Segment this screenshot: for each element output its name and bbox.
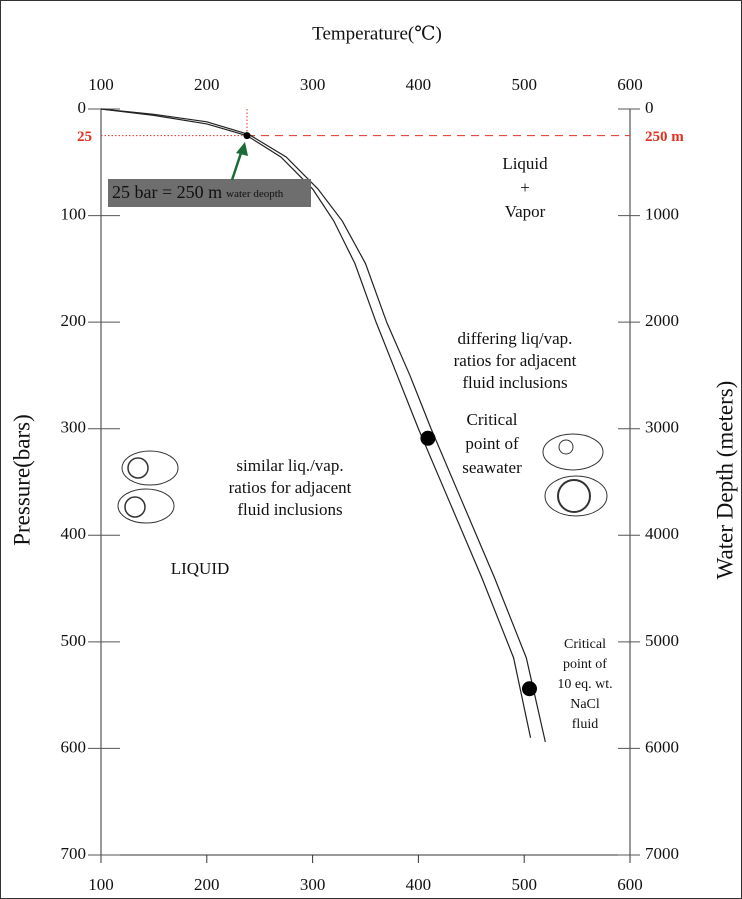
x-tick-label-top: 300 [300, 75, 326, 94]
annotation: LIQUID [171, 559, 230, 578]
y-axis-label: Pressure(bars) [9, 414, 34, 546]
critical-point [420, 431, 435, 446]
inclusion [543, 434, 603, 470]
annotation: point of [563, 657, 607, 672]
y2-tick-label: 1000 [645, 204, 679, 223]
x-tick-label-top: 100 [88, 75, 114, 94]
annotation: differing liq/vap. [458, 329, 573, 348]
y2-tick-label: 2000 [645, 311, 679, 330]
y2-tick-label: 3000 [645, 418, 679, 437]
callout-arrowhead [236, 142, 248, 156]
annotation: point of [465, 434, 519, 453]
y2-tick-label: 5000 [645, 631, 679, 650]
x-tick-label: 300 [300, 875, 326, 894]
y2-tick-label: 4000 [645, 524, 679, 543]
x-tick-label: 400 [406, 875, 432, 894]
inclusion [545, 476, 607, 516]
y2-tick-label: 7000 [645, 844, 679, 863]
annotation: Critical [467, 410, 518, 429]
x-tick-label-top: 500 [511, 75, 537, 94]
callout-arrow [232, 150, 242, 180]
callout-sub: water deopth [226, 188, 284, 200]
y2-tick-label: 6000 [645, 737, 679, 756]
y-tick-label: 500 [61, 631, 87, 650]
bubble [558, 480, 590, 512]
y-tick-label: 300 [61, 418, 87, 437]
x-tick-label-top: 200 [194, 75, 220, 94]
x-tick-label-top: 600 [617, 75, 643, 94]
y2-axis-label: Water Depth (meters) [712, 381, 737, 580]
y2-tick-label: 0 [645, 98, 654, 117]
reference-label: 25 [77, 129, 92, 145]
annotation: fluid [572, 717, 598, 732]
x-tick-label: 100 [88, 875, 114, 894]
critical-point [522, 681, 537, 696]
annotation: fluid inclusions [462, 373, 567, 392]
annotation: NaCl [570, 697, 600, 712]
reference-label: 250 m [645, 129, 684, 145]
annotation: Liquid [502, 154, 548, 173]
annotation: similar liq./vap. [236, 456, 343, 475]
bubble [125, 497, 145, 517]
y-tick-label: 200 [61, 311, 87, 330]
page: {"chart_data": { "type": "line", "xlabel… [0, 0, 742, 899]
annotation: ratios for adjacent [229, 478, 352, 497]
annotation: Vapor [505, 202, 546, 221]
annotation: ratios for adjacent [454, 351, 577, 370]
y-tick-label: 600 [61, 737, 87, 756]
y-tick-label: 700 [61, 844, 87, 863]
inclusion-sketches [118, 434, 607, 523]
x-tick-label: 600 [617, 875, 643, 894]
callout-main: 25 bar = 250 m [112, 182, 222, 202]
annotation: Critical [564, 637, 606, 652]
bubble [128, 458, 148, 478]
x-tick-label: 500 [511, 875, 537, 894]
y-tick-label: 100 [61, 204, 87, 223]
x-tick-label-top: 400 [406, 75, 432, 94]
x-tick-label: 200 [194, 875, 220, 894]
annotation: 10 eq. wt. [557, 677, 612, 692]
annotation: seawater [462, 458, 522, 477]
chart: Temperature(℃) Pressure(bars) Water Dept… [0, 0, 742, 899]
x-axis-label: Temperature(℃) [312, 23, 442, 44]
inclusion [118, 489, 174, 523]
annotation: + [520, 178, 530, 197]
annotation: fluid inclusions [237, 500, 342, 519]
callout: 25 bar = 250 m water deopth [108, 142, 311, 207]
y-tick-label: 0 [78, 98, 87, 117]
critical-point [244, 132, 251, 139]
y-tick-label: 400 [61, 524, 87, 543]
inclusion [122, 451, 178, 485]
bubble [559, 440, 573, 454]
